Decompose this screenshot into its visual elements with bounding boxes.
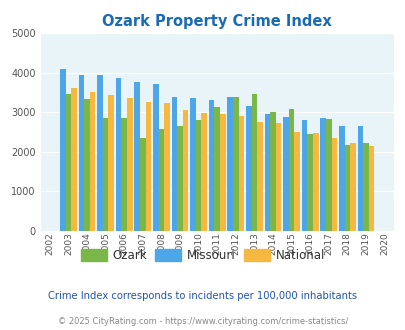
Bar <box>331 138 336 231</box>
Bar <box>220 114 225 231</box>
Bar <box>182 110 188 231</box>
Bar <box>232 97 238 231</box>
Bar <box>66 94 71 231</box>
Bar <box>201 114 207 231</box>
Bar <box>90 92 95 231</box>
Bar <box>164 103 169 231</box>
Bar <box>362 144 368 231</box>
Bar <box>357 126 362 231</box>
Bar <box>108 95 114 231</box>
Bar <box>190 98 195 231</box>
Bar <box>288 109 294 231</box>
Bar <box>153 84 158 231</box>
Bar <box>177 126 182 231</box>
Bar <box>134 82 140 231</box>
Bar <box>71 88 77 231</box>
Bar <box>115 78 121 231</box>
Bar <box>97 75 102 231</box>
Bar <box>195 120 201 231</box>
Bar <box>121 118 127 231</box>
Bar <box>79 75 84 231</box>
Text: © 2025 CityRating.com - https://www.cityrating.com/crime-statistics/: © 2025 CityRating.com - https://www.city… <box>58 317 347 326</box>
Bar <box>275 123 281 231</box>
Bar <box>256 122 262 231</box>
Bar <box>208 100 214 231</box>
Bar <box>227 97 232 231</box>
Legend: Ozark, Missouri, National: Ozark, Missouri, National <box>76 244 329 266</box>
Title: Ozark Property Crime Index: Ozark Property Crime Index <box>102 14 331 29</box>
Bar <box>307 134 312 231</box>
Bar <box>270 112 275 231</box>
Bar <box>264 114 269 231</box>
Bar <box>102 118 108 231</box>
Bar <box>145 102 151 231</box>
Bar <box>338 126 344 231</box>
Text: Crime Index corresponds to incidents per 100,000 inhabitants: Crime Index corresponds to incidents per… <box>48 291 357 301</box>
Bar <box>294 132 299 231</box>
Bar <box>127 98 132 231</box>
Bar <box>349 143 355 231</box>
Bar <box>84 99 90 231</box>
Bar <box>60 69 66 231</box>
Bar <box>368 146 373 231</box>
Bar <box>245 106 251 231</box>
Bar <box>344 145 349 231</box>
Bar <box>251 94 256 231</box>
Bar <box>301 120 307 231</box>
Bar <box>158 129 164 231</box>
Bar <box>238 116 243 231</box>
Bar <box>325 119 331 231</box>
Bar <box>140 138 145 231</box>
Bar <box>171 97 177 231</box>
Bar <box>320 118 325 231</box>
Bar <box>283 116 288 231</box>
Bar <box>312 133 318 231</box>
Bar <box>214 108 220 231</box>
